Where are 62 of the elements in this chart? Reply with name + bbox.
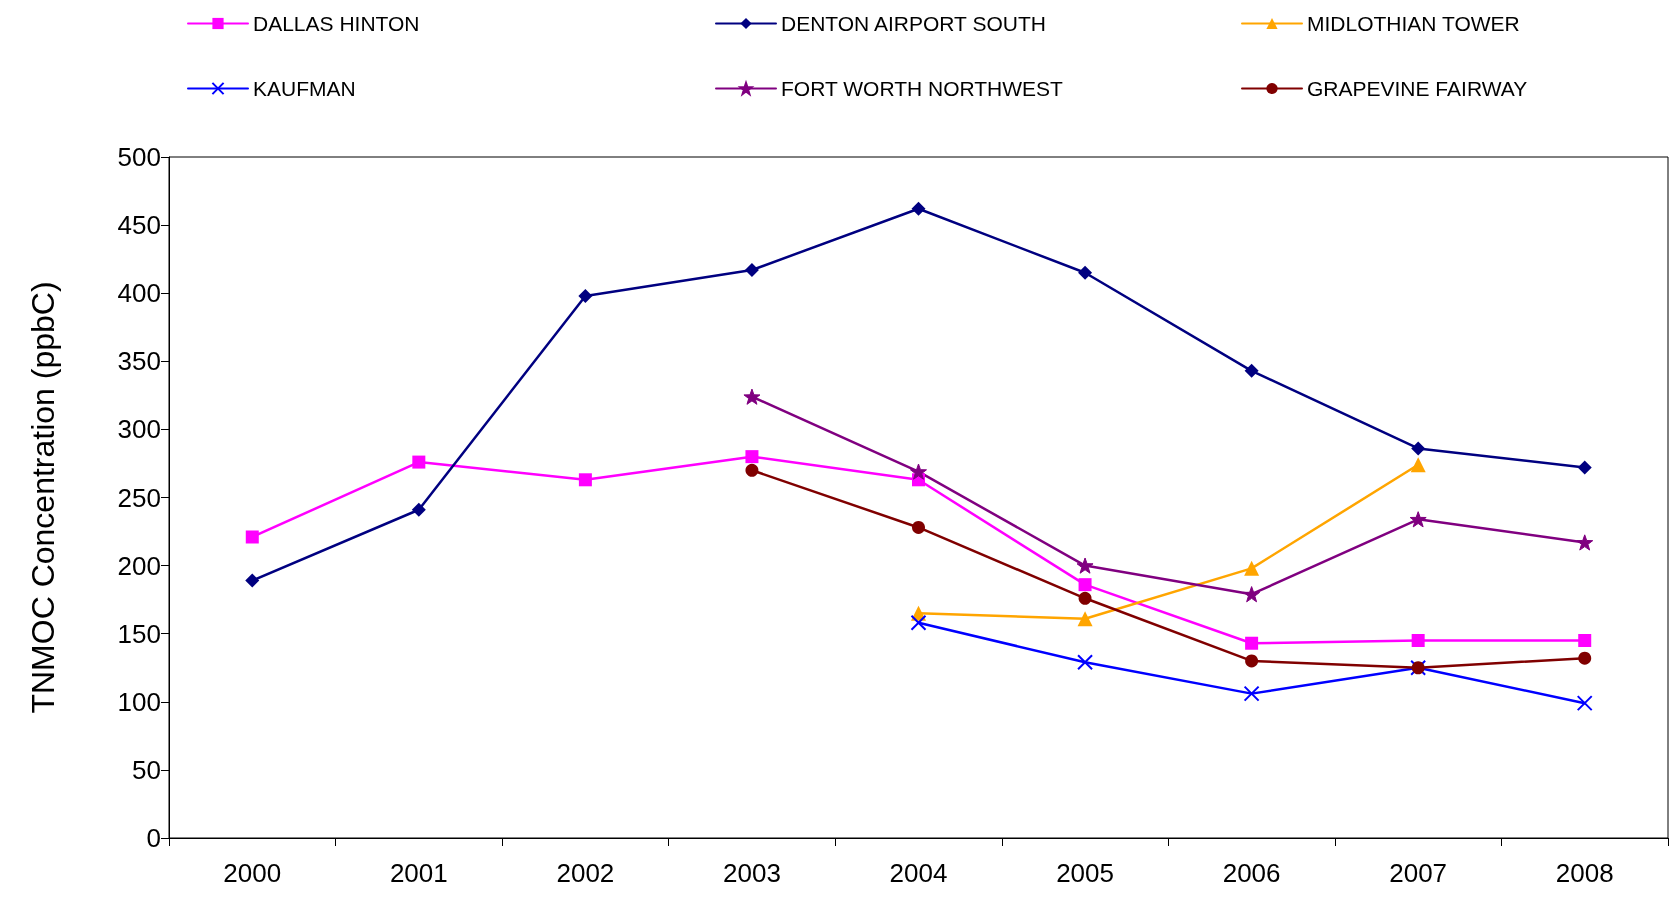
point xyxy=(1409,511,1427,528)
y-tick-label: 450 xyxy=(117,210,161,241)
point xyxy=(1244,363,1259,378)
legend-label: FORT WORTH NORTHWEST xyxy=(781,77,1064,100)
x-tick-label: 2003 xyxy=(723,858,781,888)
point xyxy=(1411,441,1426,456)
point xyxy=(1244,560,1260,576)
point xyxy=(910,463,927,480)
x-tick-label: 2001 xyxy=(389,858,448,888)
point xyxy=(1577,460,1592,475)
x-tick-label: 2007 xyxy=(1389,858,1448,888)
point xyxy=(1245,654,1259,668)
y-tick-label: 250 xyxy=(117,482,161,513)
point xyxy=(1411,634,1425,648)
point xyxy=(1578,634,1592,648)
point xyxy=(412,455,426,469)
point xyxy=(1410,457,1426,473)
point xyxy=(1578,651,1592,665)
y-tick-label: 50 xyxy=(132,754,161,785)
point xyxy=(1078,578,1092,592)
legend-label: MIDLOTHIAN TOWER xyxy=(1307,12,1520,35)
point xyxy=(1077,611,1093,627)
x-tick-label: 2000 xyxy=(223,858,282,888)
point xyxy=(745,463,759,477)
y-tick-label: 100 xyxy=(117,686,161,717)
point xyxy=(1243,586,1261,603)
point xyxy=(578,288,593,303)
point xyxy=(911,201,926,216)
point xyxy=(1078,265,1093,280)
legend-label: DENTON AIRPORT SOUTH xyxy=(781,12,1046,35)
y-tick-label: 400 xyxy=(117,278,161,309)
point xyxy=(1077,654,1094,671)
y-tick-label: 300 xyxy=(117,414,161,445)
y-tick-label: 350 xyxy=(117,346,161,377)
legend-label: KAUFMAN xyxy=(253,77,356,100)
point xyxy=(745,450,759,464)
point xyxy=(1243,685,1260,702)
x-tick-label: 2004 xyxy=(889,858,948,888)
point xyxy=(245,530,259,544)
legend-label: GRAPEVINE FAIRWAY xyxy=(1307,77,1528,100)
legend-label: DALLAS HINTON xyxy=(253,12,420,35)
point xyxy=(743,388,761,405)
y-tick-label: 0 xyxy=(146,823,161,853)
y-tick-label: 150 xyxy=(117,618,161,649)
point xyxy=(245,573,260,588)
point xyxy=(1576,695,1593,712)
point xyxy=(1076,557,1094,574)
point xyxy=(744,263,759,278)
point xyxy=(578,473,592,487)
y-tick-label: 200 xyxy=(117,550,161,581)
x-tick-label: 2008 xyxy=(1555,858,1614,888)
point xyxy=(1078,591,1092,605)
point xyxy=(1576,534,1594,551)
point xyxy=(411,502,426,517)
x-tick-label: 2006 xyxy=(1222,858,1281,888)
x-tick-label: 2005 xyxy=(1056,858,1114,888)
y-tick-label: 500 xyxy=(117,142,161,172)
point xyxy=(910,614,927,631)
x-tick-label: 2002 xyxy=(556,858,615,888)
y-axis-title: TNMOC Concentration (ppbC) xyxy=(25,281,61,714)
point xyxy=(1245,636,1259,650)
point xyxy=(912,520,925,534)
